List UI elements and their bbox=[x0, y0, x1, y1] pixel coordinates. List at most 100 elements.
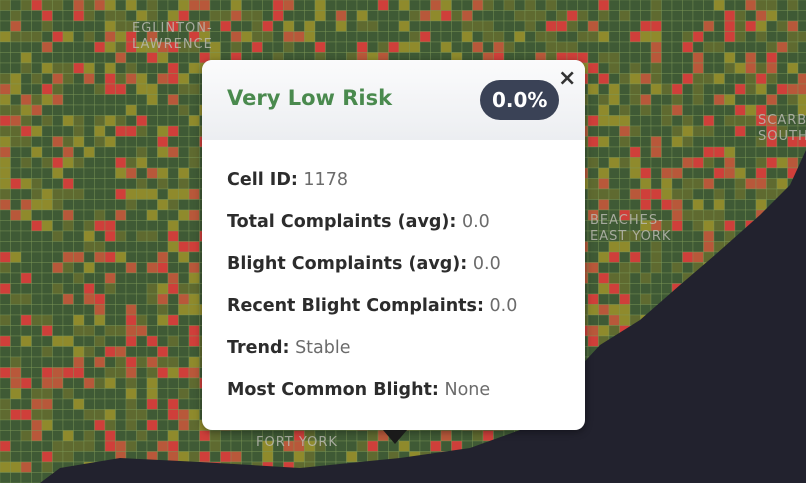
grid-cell bbox=[167, 115, 179, 127]
grid-cell bbox=[608, 293, 620, 305]
grid-cell bbox=[10, 115, 22, 127]
grid-cell bbox=[146, 388, 158, 400]
grid-cell bbox=[52, 20, 64, 32]
grid-cell bbox=[20, 199, 32, 211]
grid-cell bbox=[167, 451, 179, 463]
grid-cell bbox=[136, 10, 148, 22]
grid-cell bbox=[493, 10, 505, 22]
grid-cell bbox=[220, 20, 232, 32]
grid-cell bbox=[587, 188, 599, 200]
grid-cell bbox=[10, 335, 22, 347]
grid-cell bbox=[713, 157, 725, 169]
grid-cell bbox=[94, 178, 106, 190]
grid-cell bbox=[776, 62, 788, 74]
grid-cell bbox=[419, 20, 431, 32]
grid-cell bbox=[41, 73, 53, 85]
grid-cell bbox=[167, 293, 179, 305]
grid-cell bbox=[272, 41, 284, 53]
grid-cell bbox=[73, 0, 85, 11]
grid-cell bbox=[524, 31, 536, 43]
grid-cell bbox=[556, 41, 568, 53]
map-label: BEACHES- bbox=[590, 213, 664, 228]
grid-cell bbox=[619, 83, 631, 95]
grid-cell bbox=[598, 178, 610, 190]
grid-cell bbox=[125, 430, 137, 442]
grid-cell bbox=[692, 104, 704, 116]
grid-cell bbox=[335, 451, 347, 463]
grid-cell bbox=[136, 430, 148, 442]
grid-cell bbox=[125, 304, 137, 316]
grid-cell bbox=[10, 104, 22, 116]
grid-cell bbox=[0, 325, 11, 337]
grid-cell bbox=[430, 41, 442, 53]
close-button[interactable]: × bbox=[558, 66, 577, 91]
grid-cell bbox=[640, 157, 652, 169]
grid-cell bbox=[62, 398, 74, 410]
grid-cell bbox=[640, 188, 652, 200]
grid-cell bbox=[73, 178, 85, 190]
grid-cell bbox=[125, 262, 137, 274]
grid-cell bbox=[52, 62, 64, 74]
grid-cell bbox=[650, 283, 662, 295]
grid-cell bbox=[52, 451, 64, 463]
grid-cell bbox=[52, 104, 64, 116]
grid-cell bbox=[608, 83, 620, 95]
grid-cell bbox=[650, 178, 662, 190]
grid-cell bbox=[671, 94, 683, 106]
grid-cell bbox=[178, 73, 190, 85]
grid-cell bbox=[640, 178, 652, 190]
grid-cell bbox=[20, 94, 32, 106]
grid-cell bbox=[598, 157, 610, 169]
grid-cell bbox=[388, 41, 400, 53]
grid-cell bbox=[650, 157, 662, 169]
grid-cell bbox=[10, 367, 22, 379]
grid-cell bbox=[73, 346, 85, 358]
grid-cell bbox=[409, 430, 421, 442]
grid-cell bbox=[188, 314, 200, 326]
grid-cell bbox=[482, 31, 494, 43]
grid-cell bbox=[0, 10, 11, 22]
grid-cell bbox=[104, 178, 116, 190]
grid-cell bbox=[0, 314, 11, 326]
grid-cell bbox=[178, 430, 190, 442]
grid-cell bbox=[671, 0, 683, 11]
grid-cell bbox=[409, 20, 421, 32]
grid-cell bbox=[31, 52, 43, 64]
grid-cell bbox=[157, 241, 169, 253]
grid-cell bbox=[619, 10, 631, 22]
grid-cell bbox=[0, 199, 11, 211]
grid-cell bbox=[41, 335, 53, 347]
grid-cell bbox=[52, 398, 64, 410]
grid-cell bbox=[734, 136, 746, 148]
grid-cell bbox=[713, 104, 725, 116]
grid-cell bbox=[188, 367, 200, 379]
grid-cell bbox=[692, 31, 704, 43]
grid-cell bbox=[157, 0, 169, 11]
grid-cell bbox=[734, 94, 746, 106]
grid-cell bbox=[587, 125, 599, 137]
grid-cell bbox=[146, 356, 158, 368]
grid-cell bbox=[73, 262, 85, 274]
grid-cell bbox=[104, 73, 116, 85]
grid-cell bbox=[146, 62, 158, 74]
grid-cell bbox=[104, 335, 116, 347]
grid-cell bbox=[692, 52, 704, 64]
grid-cell bbox=[703, 125, 715, 137]
grid-cell bbox=[20, 367, 32, 379]
grid-cell bbox=[461, 20, 473, 32]
grid-cell bbox=[62, 325, 74, 337]
grid-cell bbox=[293, 0, 305, 11]
grid-cell bbox=[430, 430, 442, 442]
grid-cell bbox=[125, 283, 137, 295]
grid-cell bbox=[125, 398, 137, 410]
grid-cell bbox=[104, 314, 116, 326]
grid-cell bbox=[157, 430, 169, 442]
grid-cell bbox=[188, 94, 200, 106]
grid-cell bbox=[83, 115, 95, 127]
grid-cell bbox=[41, 283, 53, 295]
grid-cell bbox=[766, 178, 778, 190]
grid-cell bbox=[62, 167, 74, 179]
grid-cell bbox=[472, 31, 484, 43]
grid-cell bbox=[346, 440, 358, 452]
grid-cell bbox=[619, 31, 631, 43]
